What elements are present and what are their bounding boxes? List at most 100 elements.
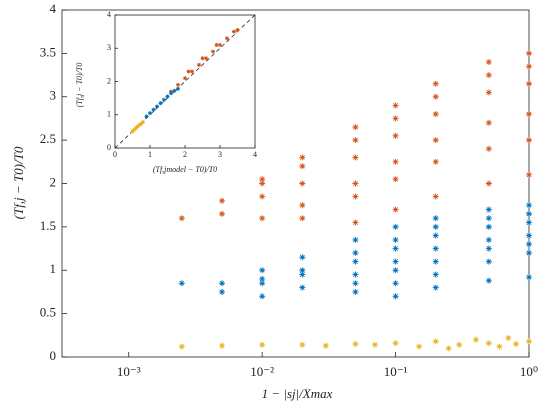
data-point <box>130 129 135 134</box>
data-point <box>485 89 492 96</box>
y-tick-label: 0 <box>107 143 111 152</box>
x-axis-label: (Tf,jmodel − T0)/T0 <box>153 165 217 174</box>
data-point <box>259 193 266 200</box>
data-point <box>485 145 492 152</box>
data-point <box>259 275 266 282</box>
data-point <box>392 236 399 243</box>
data-point <box>432 80 439 87</box>
data-point <box>183 76 187 81</box>
data-point <box>204 56 208 61</box>
y-tick-label: 0.5 <box>40 305 56 320</box>
data-point <box>176 82 180 87</box>
data-point <box>214 42 219 47</box>
data-point <box>526 210 532 217</box>
data-point <box>176 86 180 91</box>
data-point <box>392 223 399 230</box>
data-point <box>200 56 205 61</box>
x-tick-label: 0 <box>113 150 117 159</box>
data-point <box>141 120 145 125</box>
data-point <box>392 245 399 252</box>
data-point <box>299 202 306 209</box>
data-point <box>299 267 306 274</box>
data-point <box>432 284 439 291</box>
data-point <box>259 176 266 183</box>
data-point <box>139 121 144 126</box>
data-point <box>432 245 439 252</box>
y-axis-label: (Tf,j − T0)/T0 <box>11 146 26 219</box>
data-point <box>526 111 532 118</box>
data-point <box>151 107 156 112</box>
data-point <box>432 158 439 165</box>
data-point <box>392 158 399 165</box>
data-point <box>299 215 306 222</box>
data-point <box>137 122 142 127</box>
data-point <box>485 180 492 187</box>
data-point <box>432 215 439 222</box>
data-point <box>165 94 170 99</box>
y-tick-label: 2 <box>50 174 57 189</box>
data-point <box>392 267 399 274</box>
data-point <box>352 193 359 200</box>
data-point <box>526 241 532 248</box>
data-point <box>190 69 194 74</box>
data-point <box>432 258 439 265</box>
data-point <box>352 288 359 295</box>
data-point <box>416 343 423 350</box>
data-point <box>259 293 266 300</box>
data-point <box>232 29 236 34</box>
data-point <box>432 232 439 239</box>
x-tick-label: 3 <box>218 150 222 159</box>
data-point <box>211 49 215 54</box>
data-point <box>526 249 532 256</box>
data-point <box>144 114 149 119</box>
data-point <box>352 219 359 226</box>
data-point <box>432 338 439 345</box>
data-point <box>526 232 532 239</box>
data-point <box>432 193 439 200</box>
data-point <box>432 223 439 230</box>
data-point <box>526 63 532 70</box>
data-point <box>392 132 399 139</box>
data-point <box>158 101 163 106</box>
data-point <box>526 80 532 87</box>
data-point <box>299 271 306 278</box>
data-point <box>352 154 359 161</box>
x-tick-label: 10⁻³ <box>117 364 141 379</box>
data-point <box>485 119 492 126</box>
data-point <box>485 236 492 243</box>
data-point <box>526 338 532 345</box>
data-point <box>485 340 492 347</box>
data-point <box>178 280 185 287</box>
data-point <box>526 137 532 144</box>
data-point <box>219 288 226 295</box>
data-point <box>299 284 306 291</box>
data-point <box>172 88 177 93</box>
data-point <box>299 254 306 261</box>
data-point <box>371 341 378 348</box>
y-tick-label: 1 <box>107 110 111 119</box>
data-point <box>148 111 152 116</box>
data-point <box>485 258 492 265</box>
data-point <box>432 93 439 100</box>
data-point <box>526 202 532 209</box>
data-point <box>259 180 266 187</box>
data-point <box>197 62 201 67</box>
data-point <box>219 210 226 217</box>
y-tick-label: 1.5 <box>40 218 56 233</box>
data-point <box>219 342 226 349</box>
data-point <box>352 236 359 243</box>
data-point <box>299 341 306 348</box>
data-point <box>485 223 492 230</box>
data-point <box>456 341 463 348</box>
x-tick-label: 4 <box>253 150 257 159</box>
data-point <box>225 36 229 41</box>
data-point <box>259 267 266 274</box>
data-point <box>299 163 306 170</box>
data-point <box>219 280 226 287</box>
y-tick-label: 3.5 <box>40 44 56 59</box>
data-point <box>526 50 532 57</box>
data-point <box>392 176 399 183</box>
y-tick-label: 0 <box>50 348 57 363</box>
x-tick-label: 2 <box>183 150 187 159</box>
